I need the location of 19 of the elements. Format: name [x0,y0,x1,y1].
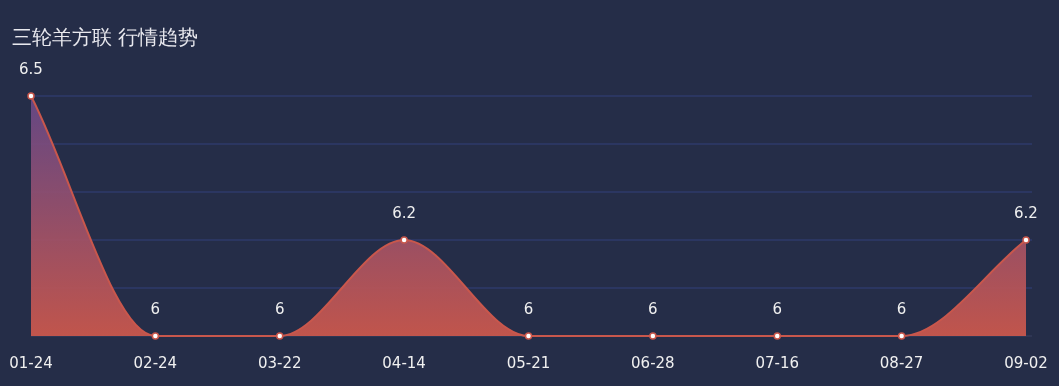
data-label: 6.5 [19,60,43,78]
chart-title: 三轮羊方联 行情趋势 [12,25,199,49]
x-tick-label: 01-24 [9,354,53,372]
data-label: 6.2 [1014,204,1038,222]
data-label: 6.2 [392,204,417,222]
x-tick-label: 05-21 [506,354,551,372]
data-label: 6 [274,300,285,318]
data-label: 6 [772,300,783,318]
x-tick-label: 03-22 [257,354,302,372]
x-tick-label: 09-02 [1004,354,1048,372]
data-label: 6 [150,300,161,318]
x-tick-label: 06-28 [631,354,675,372]
data-label: 6 [648,300,658,318]
x-tick-label: 07-16 [755,354,800,372]
x-tick-label: 08-27 [879,354,924,372]
data-label: 6 [523,300,534,318]
data-label: 6 [896,300,907,318]
x-tick-label: 02-24 [133,354,178,372]
x-tick-label: 04-14 [382,354,426,372]
